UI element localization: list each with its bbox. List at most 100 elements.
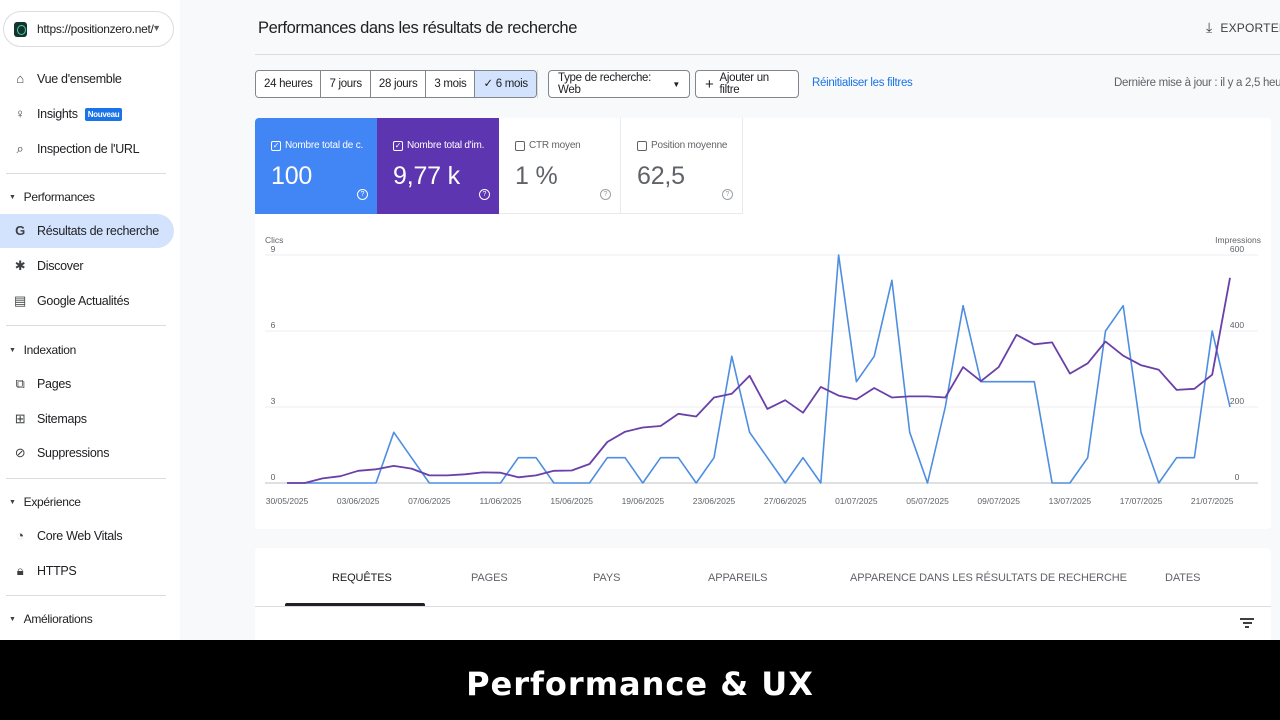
sidebar-item-url-inspection[interactable]: ⌕ Inspection de l'URL <box>0 132 174 166</box>
tab-devices[interactable]: APPAREILS <box>708 572 768 584</box>
sidebar-item-core-web-vitals[interactable]: ◔ Core Web Vitals <box>0 519 174 553</box>
asterisk-icon: ✱ <box>14 258 26 273</box>
metric-label-text: Nombre total de c... <box>285 140 363 151</box>
sidebar-divider <box>6 478 166 479</box>
sidebar-item-label: Insights <box>37 107 78 121</box>
home-icon: ⌂ <box>16 71 24 86</box>
filter-rows-icon[interactable] <box>1240 618 1254 630</box>
dropdown-caret-icon: ▼ <box>152 23 161 33</box>
sidebar-item-label: Vue d'ensemble <box>37 72 122 86</box>
lightbulb-icon: ♀ <box>15 106 25 121</box>
header-divider <box>255 54 1280 55</box>
tab-dates[interactable]: DATES <box>1165 572 1201 584</box>
right-tick-label: 200 <box>1230 396 1244 406</box>
help-icon[interactable]: ? <box>479 189 490 200</box>
sidebar-item-label: Pages <box>37 377 71 391</box>
right-tick-label: 600 <box>1230 244 1244 254</box>
property-selector[interactable]: https://positionzero.net/ ▼ <box>3 11 174 47</box>
right-tick-label: 400 <box>1230 320 1244 330</box>
metric-label-text: CTR moyen <box>529 140 581 151</box>
sidebar-divider <box>6 595 166 596</box>
x-tick-label: 13/07/2025 <box>1049 496 1092 506</box>
sidebar-item-overview[interactable]: ⌂ Vue d'ensemble <box>0 62 174 96</box>
section-ameliorations[interactable]: ▼ Améliorations <box>9 612 93 626</box>
section-title: Performances <box>23 190 95 204</box>
x-tick-label: 21/07/2025 <box>1191 496 1234 506</box>
sidebar-item-search-results[interactable]: G Résultats de recherche <box>0 214 174 248</box>
range-28d[interactable]: 28 jours <box>370 71 427 97</box>
section-title: Améliorations <box>23 612 93 626</box>
sidebar: https://positionzero.net/ ▼ ⌂ Vue d'ense… <box>0 0 180 640</box>
metric-average-ctr[interactable]: CTR moyen 1 % ? <box>499 118 621 214</box>
lock-icon: 🔒︎ <box>16 563 24 578</box>
sidebar-item-label: Google Actualités <box>37 294 130 308</box>
metric-label-text: Nombre total d'im... <box>407 140 485 151</box>
x-tick-label: 01/07/2025 <box>835 496 878 506</box>
help-icon[interactable]: ? <box>722 189 733 200</box>
section-performances[interactable]: ▼ Performances <box>9 190 95 204</box>
x-tick-label: 17/07/2025 <box>1120 496 1163 506</box>
property-url: https://positionzero.net/ <box>37 22 154 36</box>
sidebar-item-label: Discover <box>37 259 84 273</box>
metric-label: ✓ Nombre total d'im... <box>393 140 485 151</box>
x-tick-label: 11/06/2025 <box>480 496 522 506</box>
sidebar-item-pages[interactable]: ⧉ Pages <box>0 367 174 401</box>
search-icon: ⌕ <box>16 141 24 156</box>
add-filter-button[interactable]: + Ajouter un filtre <box>695 70 799 98</box>
news-icon: ▤ <box>14 293 26 308</box>
sidebar-item-discover[interactable]: ✱ Discover <box>0 249 174 283</box>
collapse-triangle-icon: ▼ <box>9 498 16 506</box>
metric-label: CTR moyen <box>515 140 607 151</box>
left-axis-label: Clics <box>265 235 283 245</box>
sidebar-item-removals[interactable]: ⊘ Suppressions <box>0 436 174 470</box>
performance-chart-card: 0 3 6 9 0 200 400 600 Clics Impressions 30/05/2025… <box>255 118 1271 529</box>
checkbox-checked-icon[interactable]: ✓ <box>271 140 281 151</box>
series-line-impressions <box>287 277 1231 484</box>
range-6m[interactable]: ✓ 6 mois <box>475 71 536 97</box>
help-icon[interactable]: ? <box>600 189 611 200</box>
left-tick-label: 9 <box>271 244 276 254</box>
metric-value: 1 % <box>515 162 558 190</box>
tabs-divider <box>255 606 1271 607</box>
range-24h[interactable]: 24 heures <box>256 71 322 97</box>
x-tick-label: 23/06/2025 <box>693 496 736 506</box>
section-title: Expérience <box>23 495 81 509</box>
google-g-icon: G <box>15 223 25 238</box>
sidebar-item-insights[interactable]: ♀ Insights Nouveau <box>0 97 174 131</box>
pages-icon: ⧉ <box>15 376 25 391</box>
series-line-clics <box>287 254 1231 484</box>
performance-chart: 0 3 6 9 0 200 400 600 Clics Impressions 30/05/2025… <box>265 235 1261 506</box>
left-tick-label: 6 <box>271 320 276 330</box>
range-label: 6 mois <box>495 78 528 90</box>
x-tick-label: 09/07/2025 <box>977 496 1020 506</box>
metric-total-clicks[interactable]: ✓ Nombre total de c... 100 ? <box>255 118 377 214</box>
right-axis-label: Impressions <box>1215 235 1261 245</box>
page-title: Performances dans les résultats de reche… <box>258 19 577 37</box>
sidebar-item-sitemaps[interactable]: ⊞ Sitemaps <box>0 402 174 436</box>
tab-queries[interactable]: REQUÊTES <box>332 572 392 584</box>
metric-value: 9,77 k <box>393 162 460 190</box>
section-experience[interactable]: ▼ Expérience <box>9 495 81 509</box>
search-type-dropdown[interactable]: Type de recherche: Web ▼ <box>548 70 690 98</box>
tab-pages[interactable]: PAGES <box>471 572 508 584</box>
reset-filters-link[interactable]: Réinitialiser les filtres <box>812 77 913 89</box>
metric-total-impressions[interactable]: ✓ Nombre total d'im... 9,77 k ? <box>377 118 499 214</box>
left-tick-label: 0 <box>271 472 276 482</box>
checkbox-checked-icon[interactable]: ✓ <box>393 140 403 151</box>
check-icon: ✓ <box>483 78 496 90</box>
help-icon[interactable]: ? <box>357 189 368 200</box>
collapse-triangle-icon: ▼ <box>9 193 16 201</box>
tab-countries[interactable]: PAYS <box>593 572 621 584</box>
range-7d[interactable]: 7 jours <box>321 71 371 97</box>
sidebar-item-google-news[interactable]: ▤ Google Actualités <box>0 284 174 318</box>
sidebar-item-https[interactable]: 🔒︎ HTTPS <box>0 554 174 588</box>
export-button[interactable]: ⤓ EXPORTER <box>1206 19 1280 36</box>
sidebar-item-label: Suppressions <box>37 446 110 460</box>
checkbox-unchecked-icon[interactable] <box>637 140 647 151</box>
x-tick-label: 30/05/2025 <box>266 496 309 506</box>
tab-search-appearance[interactable]: APPARENCE DANS LES RÉSULTATS DE RECHERCH… <box>850 572 1127 584</box>
section-indexation[interactable]: ▼ Indexation <box>9 343 76 357</box>
range-3m[interactable]: 3 mois <box>426 71 476 97</box>
metric-average-position[interactable]: Position moyenne 62,5 ? <box>621 118 743 214</box>
checkbox-unchecked-icon[interactable] <box>515 140 525 151</box>
